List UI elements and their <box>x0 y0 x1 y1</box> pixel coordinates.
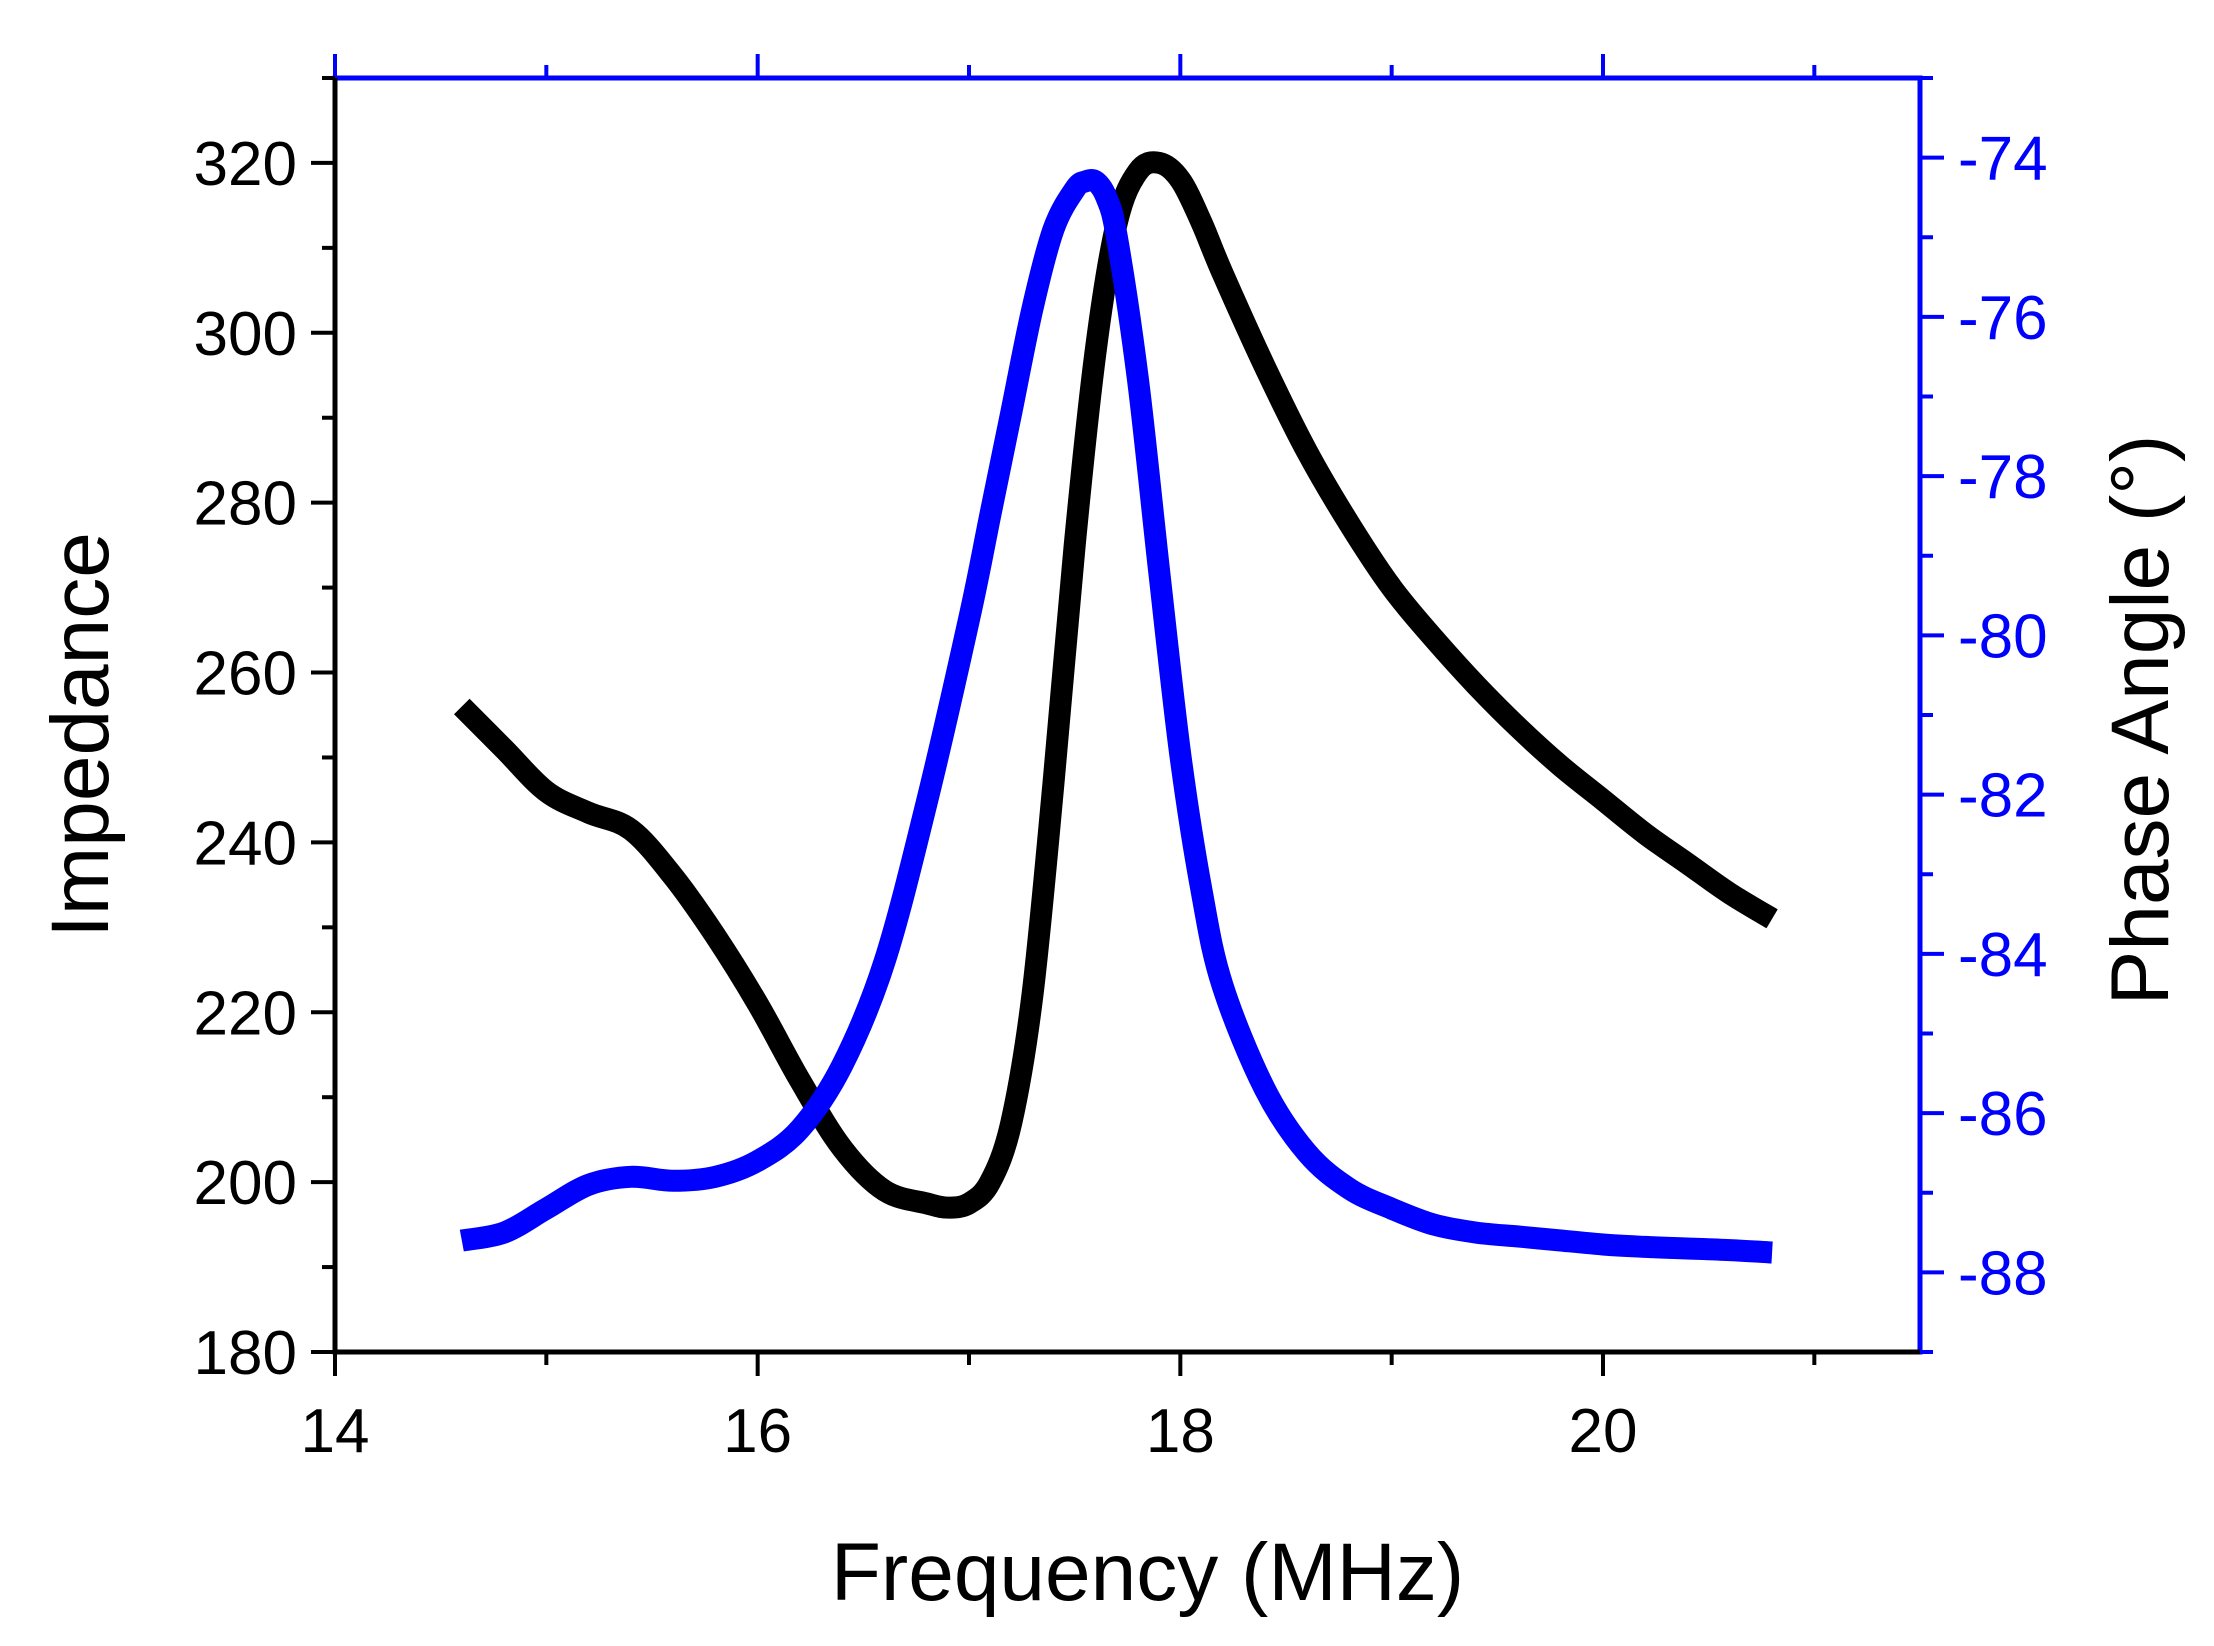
series-line-phase-angle <box>459 169 1773 1264</box>
x-tick-label: 16 <box>723 1397 792 1466</box>
y-tick-label: 180 <box>194 1319 297 1388</box>
y2-tick-label: -78 <box>1958 443 2048 512</box>
y2-tick-label: -80 <box>1958 602 2048 671</box>
y-tick-label: 300 <box>194 300 297 369</box>
y2-tick-label: -74 <box>1958 125 2048 194</box>
y-axis-title: Impedance <box>35 532 126 938</box>
y2-tick-label: -86 <box>1958 1080 2048 1149</box>
y2-tick-label: -82 <box>1958 762 2048 831</box>
y2-tick-label: -84 <box>1958 921 2048 990</box>
y-tick-label: 320 <box>194 130 297 199</box>
y-tick-label: 240 <box>194 809 297 878</box>
x-axis-title: Frequency (MHz) <box>831 1527 1464 1618</box>
y-tick-label: 200 <box>194 1149 297 1218</box>
ticks-layer: 14 16 18 20 180 200 220 240 260 280 300 320 -74 -76 -7… <box>194 54 2048 1466</box>
x-tick-label: 18 <box>1146 1397 1215 1466</box>
x-tick-label: 20 <box>1569 1397 1638 1466</box>
y-tick-label: 260 <box>194 640 297 709</box>
x-tick-label: 14 <box>301 1397 370 1466</box>
y-tick-label: 220 <box>194 979 297 1048</box>
y2-axis-title: Phase Angle (°) <box>2095 435 2186 1006</box>
y-tick-label: 280 <box>194 470 297 539</box>
series-layer <box>453 151 1778 1264</box>
series-line-impedance <box>453 151 1778 1219</box>
y2-tick-label: -88 <box>1958 1239 2048 1308</box>
y2-tick-label: -76 <box>1958 284 2048 353</box>
